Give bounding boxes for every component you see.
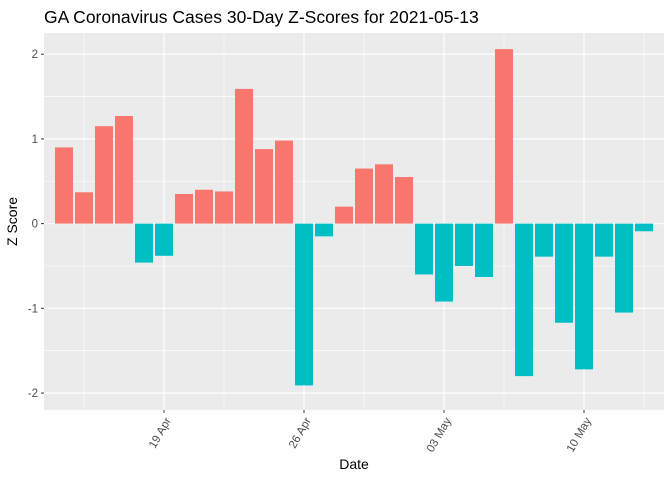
bar-2021-04-30 <box>375 164 393 224</box>
chart-title: GA Coronavirus Cases 30-Day Z-Scores for… <box>44 7 479 27</box>
bar-2021-04-20 <box>175 193 193 224</box>
bar-2021-04-18 <box>135 223 153 263</box>
bar-2021-04-25 <box>275 140 293 224</box>
x-axis-title: Date <box>339 456 369 472</box>
bar-2021-04-26 <box>295 223 313 386</box>
bar-2021-04-27 <box>315 223 333 237</box>
bar-2021-04-23 <box>235 88 253 224</box>
bar-2021-05-08 <box>535 223 553 257</box>
bar-2021-05-01 <box>395 177 413 224</box>
bar-2021-04-24 <box>255 149 273 224</box>
x-tick-label: 19 Apr <box>147 416 174 451</box>
bar-2021-05-05 <box>475 223 493 277</box>
bar-2021-05-02 <box>415 223 433 275</box>
bar-2021-05-06 <box>495 49 513 224</box>
bar-2021-04-28 <box>335 206 353 224</box>
bars <box>55 49 653 386</box>
bar-2021-04-21 <box>195 189 213 224</box>
x-tick-label: 10 May <box>565 416 594 455</box>
y-tick-label: 2 <box>32 49 38 61</box>
bar-2021-05-07 <box>515 223 533 377</box>
bar-2021-04-17 <box>115 116 133 224</box>
x-tick-label: 26 Apr <box>287 416 314 451</box>
y-tick-label: 1 <box>32 134 38 146</box>
gridlines <box>44 33 664 410</box>
plot-panel <box>44 33 664 410</box>
y-axis-title: Z Score <box>4 197 20 246</box>
bar-2021-05-04 <box>455 223 473 266</box>
bar-2021-05-03 <box>435 223 453 302</box>
x-tick-label: 03 May <box>425 416 454 455</box>
bar-2021-04-19 <box>155 223 173 256</box>
y-tick-label: -1 <box>28 303 38 315</box>
bar-2021-05-10 <box>575 223 593 370</box>
bar-2021-05-09 <box>555 223 573 323</box>
y-tick-label: -2 <box>28 388 38 400</box>
bar-2021-04-29 <box>355 168 373 224</box>
bar-2021-04-16 <box>95 126 113 224</box>
bar-2021-04-14 <box>55 147 73 224</box>
bar-2021-05-13 <box>635 223 653 232</box>
y-tick-label: 0 <box>32 219 38 231</box>
bar-2021-04-15 <box>75 192 93 224</box>
bar-2021-05-11 <box>595 223 613 257</box>
bar-2021-05-12 <box>615 223 633 313</box>
bar-2021-04-22 <box>215 191 233 224</box>
